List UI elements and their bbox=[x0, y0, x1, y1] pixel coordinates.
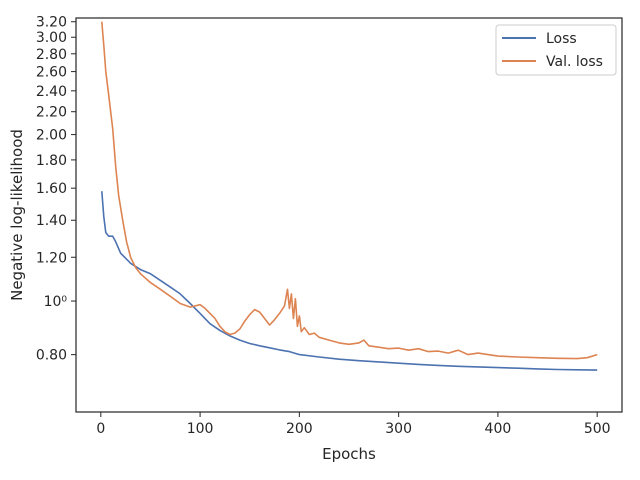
x-tick-label: 500 bbox=[584, 421, 611, 437]
y-axis-label: Negative log-likelihood bbox=[8, 129, 26, 301]
y-tick-label: 2.60 bbox=[36, 65, 67, 81]
y-tick-label: 1.40 bbox=[36, 213, 67, 229]
y-tick-label: 2.00 bbox=[36, 128, 67, 144]
y-tick-label: 1.80 bbox=[36, 153, 67, 169]
legend: Loss Val. loss bbox=[495, 24, 617, 76]
series-line-val-loss bbox=[101, 21, 598, 360]
y-axis-ticks: 0.80 10⁰ 1.20 1.40 1.60 1.80 2.00 2.20 2.40 2.60 2… bbox=[36, 15, 76, 364]
x-axis-label: Epochs bbox=[322, 445, 376, 463]
legend-label-loss: Loss bbox=[546, 31, 577, 47]
y-tick-label: 2.40 bbox=[36, 84, 67, 100]
x-tick-label: 300 bbox=[385, 421, 412, 437]
series-line-loss bbox=[101, 191, 598, 371]
plot-frame bbox=[75, 17, 623, 413]
x-tick-label: 400 bbox=[485, 421, 512, 437]
x-tick-label: 0 bbox=[96, 421, 105, 437]
y-tick-label: 10⁰ bbox=[44, 294, 68, 310]
y-tick-label: 1.60 bbox=[36, 181, 67, 197]
x-tick-label: 200 bbox=[286, 421, 313, 437]
y-tick-label: 1.20 bbox=[36, 250, 67, 266]
legend-label-val-loss: Val. loss bbox=[546, 54, 603, 70]
x-axis-ticks: 0 100 200 300 400 500 bbox=[96, 412, 611, 437]
y-tick-label: 0.80 bbox=[36, 348, 67, 364]
x-tick-label: 100 bbox=[187, 421, 214, 437]
y-tick-label: 2.80 bbox=[36, 47, 67, 63]
y-tick-label: 3.20 bbox=[36, 15, 67, 31]
series-layer bbox=[101, 21, 598, 371]
y-tick-label: 3.00 bbox=[36, 30, 67, 46]
y-tick-label: 2.20 bbox=[36, 105, 67, 121]
